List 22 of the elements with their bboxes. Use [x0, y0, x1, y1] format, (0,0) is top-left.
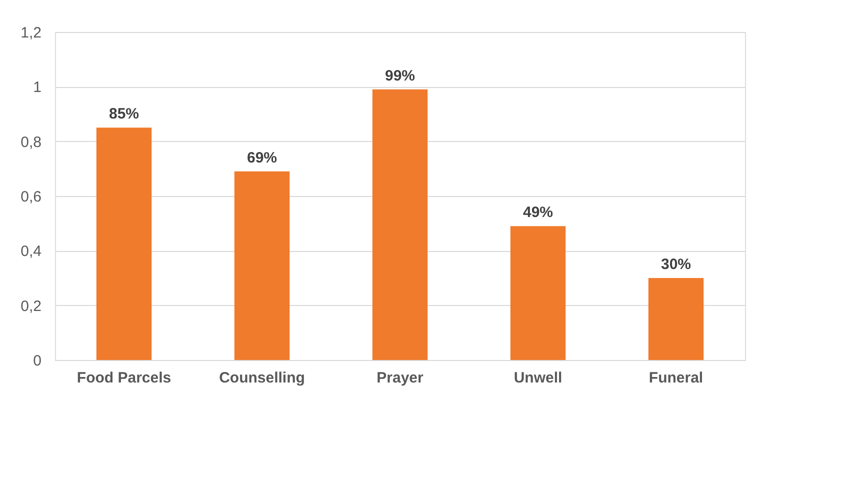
data-label: 69% [246, 149, 278, 166]
y-tick-label: 0,2 [20, 298, 42, 315]
y-tick-label: 0 [33, 352, 42, 370]
data-label: 99% [384, 67, 416, 84]
y-tick-label: 1 [33, 79, 42, 96]
bar [372, 89, 428, 360]
x-tick-label: Funeral [648, 370, 704, 386]
bar [510, 226, 566, 360]
y-tick-label: 0,6 [20, 188, 42, 206]
x-tick-label: Counselling [219, 370, 305, 386]
x-tick-label: Prayer [376, 370, 424, 386]
y-tick-label: 0,8 [20, 134, 42, 151]
bar [234, 171, 290, 360]
data-label: 85% [108, 106, 140, 123]
x-tick-label: Unwell [514, 370, 562, 386]
bar [648, 278, 704, 360]
data-label: 30% [660, 256, 692, 273]
x-tick-label: Food Parcels [76, 370, 172, 386]
y-tick-label: 1,2 [20, 24, 42, 42]
y-tick-label: 0,4 [20, 243, 42, 260]
bar [96, 128, 152, 360]
data-label: 49% [522, 204, 554, 222]
